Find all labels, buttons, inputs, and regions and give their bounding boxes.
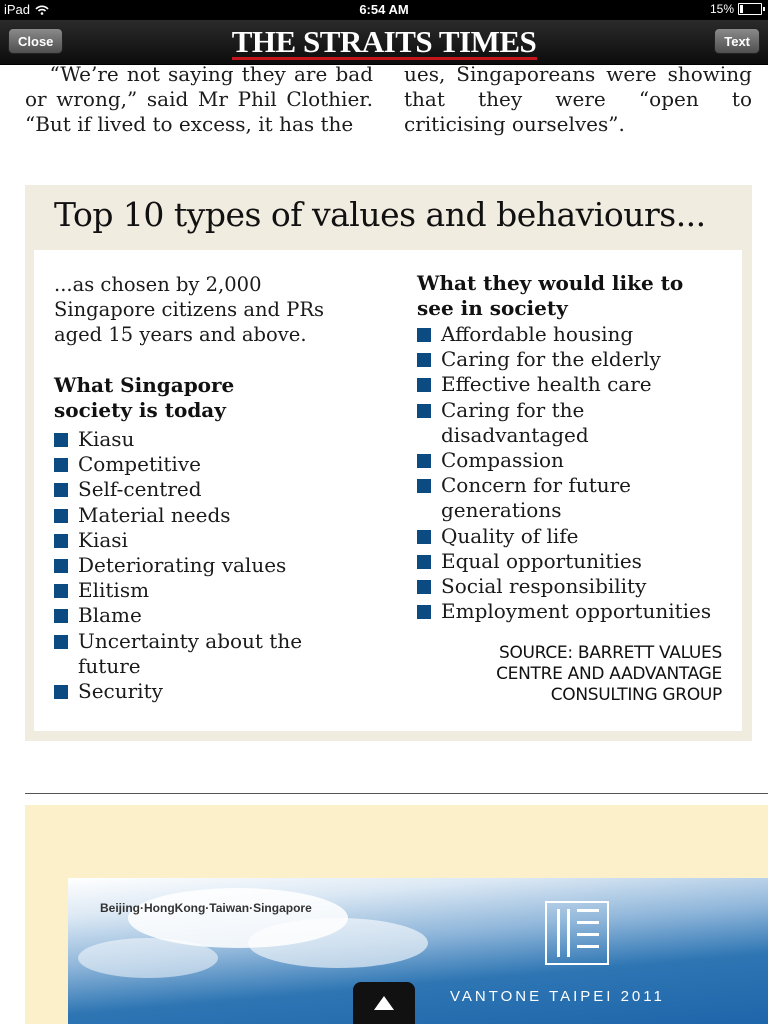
bullet-square-icon xyxy=(417,479,431,494)
infographic-title: Top 10 types of values and behaviours... xyxy=(54,195,706,234)
list-item-label: Affordable housing xyxy=(441,322,634,346)
list-item-label: Elitism xyxy=(78,578,150,603)
infographic-panel: ...as chosen by 2,000 Singapore citizens… xyxy=(34,250,742,731)
cloud-shape xyxy=(248,918,428,968)
battery-icon xyxy=(738,3,765,15)
today-heading: What Singapore society is today xyxy=(54,373,235,422)
bullet-square-icon xyxy=(417,328,431,342)
masthead-title: THE STRAITS TIMES xyxy=(231,24,537,59)
infographic-intro: ...as chosen by 2,000 Singapore citizens… xyxy=(54,273,325,346)
list-item: Kiasi xyxy=(54,528,334,553)
status-right: 15% xyxy=(709,2,765,16)
list-item: Affordable housing xyxy=(417,322,727,347)
bullet-square-icon xyxy=(417,529,431,544)
list-item-label: Deteriorating values xyxy=(78,553,287,578)
text-view-button[interactable]: Text xyxy=(714,28,760,54)
list-item: Equal opportunities xyxy=(417,549,727,574)
status-bar: iPad 6:54 AM 15% xyxy=(0,0,768,20)
list-item: Compassion xyxy=(417,448,727,473)
list-item: Competitive xyxy=(54,452,334,477)
bullet-square-icon xyxy=(417,403,431,418)
list-item: Security xyxy=(54,679,334,704)
bullet-square-icon xyxy=(417,605,431,620)
masthead-rule xyxy=(231,57,537,60)
clock: 6:54 AM xyxy=(359,2,409,17)
article-column-right: ues, Singaporeans were showing that they… xyxy=(404,62,752,137)
masthead: THE STRAITS TIMES xyxy=(0,24,768,60)
list-item: Uncertainty about the future xyxy=(54,629,334,679)
battery-percent: 15% xyxy=(709,2,734,16)
list-item-label: Kiasu xyxy=(78,427,135,451)
status-left: iPad xyxy=(4,2,49,17)
ad-sky-photo xyxy=(68,878,768,1024)
list-item-label: Effective health care xyxy=(441,372,652,397)
list-item: Employment opportunities xyxy=(417,599,727,624)
list-item-label: Employment opportunities xyxy=(441,599,712,624)
device-label: iPad xyxy=(4,2,31,17)
like-list: Affordable housing Caring for the elderl… xyxy=(417,322,727,624)
bullet-square-icon xyxy=(54,584,68,599)
bullet-square-icon xyxy=(54,609,68,624)
close-button[interactable]: Close xyxy=(8,28,64,54)
list-item: Quality of life xyxy=(417,524,727,549)
vantone-logo-icon xyxy=(545,901,609,965)
list-item-label: Caring for the disadvantaged xyxy=(441,397,589,447)
cloud-shape xyxy=(78,938,218,978)
triangle-up-icon xyxy=(374,996,394,1010)
list-item: Effective health care xyxy=(417,372,727,397)
source-credit: SOURCE: BARRETT VALUES CENTRE AND AADVAN… xyxy=(496,643,722,705)
like-heading: What they would like to see in society xyxy=(417,271,684,320)
today-list: Kiasu Competitive Self-centred Material … xyxy=(54,427,334,704)
bullet-square-icon xyxy=(54,483,68,498)
ad-brand: VANTONE TAIPEI 2011 xyxy=(450,988,665,1005)
bullet-square-icon xyxy=(54,685,68,700)
list-item: Concern for future generations xyxy=(417,473,727,523)
bullet-square-icon xyxy=(54,433,68,447)
article-column-left: “We’re not saying they are bad or wrong,… xyxy=(25,62,373,137)
list-item: Elitism xyxy=(54,578,334,603)
list-item-label: Equal opportunities xyxy=(441,548,642,573)
list-item: Kiasu xyxy=(54,427,334,452)
bullet-square-icon xyxy=(417,454,431,469)
article-paragraph: ues, Singaporeans were showing that they… xyxy=(404,62,752,136)
infographic-box: Top 10 types of values and behaviours...… xyxy=(25,185,752,741)
section-divider xyxy=(25,793,768,794)
bullet-square-icon xyxy=(417,353,431,368)
bullet-square-icon xyxy=(417,378,431,393)
ad-cities: Beijing·HongKong·Taiwan·Singapore xyxy=(100,901,312,915)
list-item-label: Self-centred xyxy=(78,477,202,502)
bullet-square-icon xyxy=(54,533,68,548)
bullet-square-icon xyxy=(54,508,68,523)
list-item: Blame xyxy=(54,603,334,628)
list-item: Social responsibility xyxy=(417,574,727,599)
list-item: Deteriorating values xyxy=(54,553,334,578)
list-item-label: Uncertainty about the future xyxy=(78,628,303,678)
list-item-label: Social responsibility xyxy=(441,574,647,599)
bullet-square-icon xyxy=(54,634,68,649)
list-item-label: Material needs xyxy=(78,502,231,527)
article-paragraph: “We’re not saying they are bad or wrong,… xyxy=(25,62,373,136)
wifi-icon xyxy=(35,4,49,15)
list-item: Caring for the disadvantaged xyxy=(417,398,727,448)
list-item-label: Caring for the elderly xyxy=(441,347,661,372)
bullet-square-icon xyxy=(54,559,68,574)
bullet-square-icon xyxy=(417,554,431,569)
list-item-label: Quality of life xyxy=(441,523,579,548)
list-item: Material needs xyxy=(54,503,334,528)
nav-bar: Close THE STRAITS TIMES Text xyxy=(0,20,768,65)
list-item-label: Compassion xyxy=(441,448,564,473)
bullet-square-icon xyxy=(417,580,431,595)
list-item-label: Competitive xyxy=(78,452,201,477)
scroll-up-button[interactable] xyxy=(353,982,415,1024)
list-item-label: Kiasi xyxy=(78,527,128,552)
list-item-label: Concern for future generations xyxy=(441,473,632,523)
battery-fill xyxy=(740,5,743,13)
list-item-label: Blame xyxy=(78,603,142,628)
bullet-square-icon xyxy=(54,458,68,473)
list-item: Self-centred xyxy=(54,477,334,502)
list-item-label: Security xyxy=(78,679,163,704)
list-item: Caring for the elderly xyxy=(417,347,727,372)
